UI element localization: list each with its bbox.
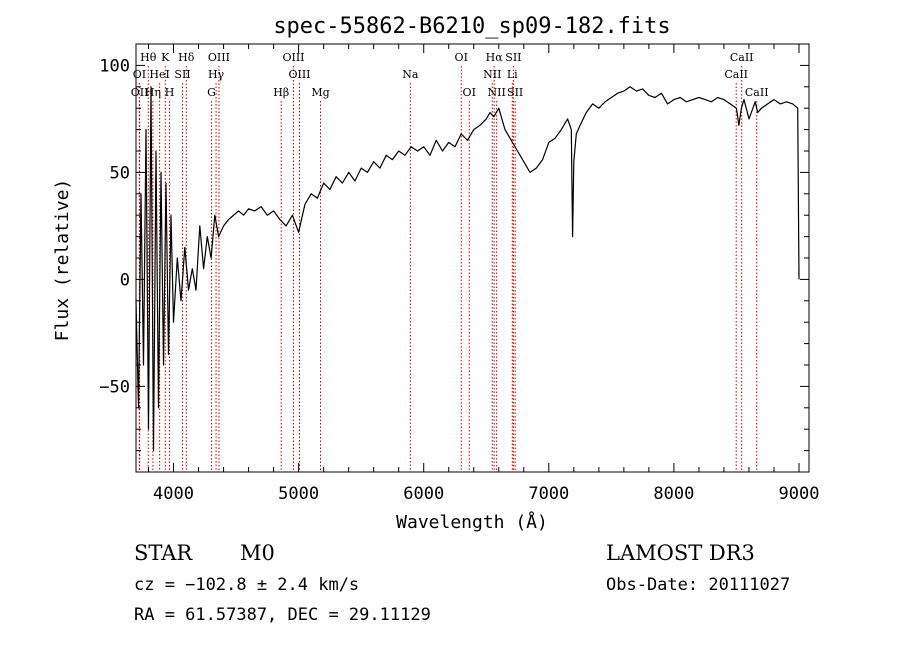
spectral-line-label: NII xyxy=(487,86,505,99)
spectral-line-label: HeI xyxy=(149,68,169,81)
spectral-line-label: CaII xyxy=(745,86,769,99)
spectral-line-label: OI xyxy=(133,68,146,81)
x-tick-label: 5000 xyxy=(278,484,319,504)
x-tick-label: 4000 xyxy=(153,484,194,504)
spectral-line-label: OIII xyxy=(208,51,230,64)
spectral-line-label: OIII xyxy=(288,68,310,81)
y-tick-label: 100 xyxy=(99,56,130,76)
object-subclass: M0 xyxy=(240,541,275,565)
spectral-line-label: K xyxy=(161,51,170,64)
x-tick-label: 9000 xyxy=(779,484,820,504)
y-axis-ticks: −50 0 50 100 xyxy=(99,56,809,452)
flux-series-line xyxy=(135,86,800,452)
spectral-line-label: Hθ xyxy=(140,51,157,64)
redshift-velocity: cz = −102.8 ± 2.4 km/s xyxy=(134,575,359,595)
spectral-line-label: Li xyxy=(507,68,518,81)
x-tick-label: 6000 xyxy=(403,484,444,504)
spectral-line-label: NII xyxy=(483,68,501,81)
spectral-line-label: Hγ xyxy=(208,68,225,81)
plot-frame xyxy=(135,43,810,473)
spectral-line-label: SII xyxy=(505,51,521,64)
x-axis-ticks: 4000 5000 6000 7000 8000 9000 xyxy=(148,44,820,504)
y-tick-label: 50 xyxy=(110,163,130,183)
spectral-line-label: CaII xyxy=(730,51,754,64)
spectral-line-label: OI xyxy=(463,86,476,99)
spectral-line-label: SII xyxy=(174,68,190,81)
survey-name: LAMOST DR3 xyxy=(606,541,755,565)
object-class: STAR xyxy=(134,541,193,565)
spectral-line-label: OIII xyxy=(282,51,304,64)
coordinates: RA = 61.57387, DEC = 29.11129 xyxy=(134,605,431,625)
y-tick-label: 0 xyxy=(120,270,130,290)
chart-title: spec-55862-B6210_sp09-182.fits xyxy=(273,14,670,39)
spectral-line-label: G xyxy=(207,86,216,99)
spectral-line-label: OII xyxy=(131,86,149,99)
spectral-line-label: Na xyxy=(402,68,419,81)
spectral-line-label: OI xyxy=(455,51,468,64)
spectral-line-label: Hα xyxy=(486,51,504,64)
spectral-line-label: SII xyxy=(507,86,523,99)
spectral-line-label: Hη xyxy=(145,86,161,99)
spectral-line-label: Hβ xyxy=(273,86,289,99)
spectral-line-label: Mg xyxy=(311,86,329,99)
x-tick-label: 7000 xyxy=(528,484,569,504)
x-tick-label: 8000 xyxy=(653,484,694,504)
x-axis-label: Wavelength (Å) xyxy=(396,511,548,533)
spectral-line-label: H xyxy=(165,86,175,99)
observation-date: Obs-Date: 20111027 xyxy=(606,575,790,595)
spectral-line-label: Hδ xyxy=(178,51,195,64)
y-tick-label: −50 xyxy=(99,377,130,397)
spectral-line-label: CaII xyxy=(724,68,748,81)
spectral-line-markers xyxy=(138,66,758,472)
y-axis-label: Flux (relative) xyxy=(52,179,73,342)
